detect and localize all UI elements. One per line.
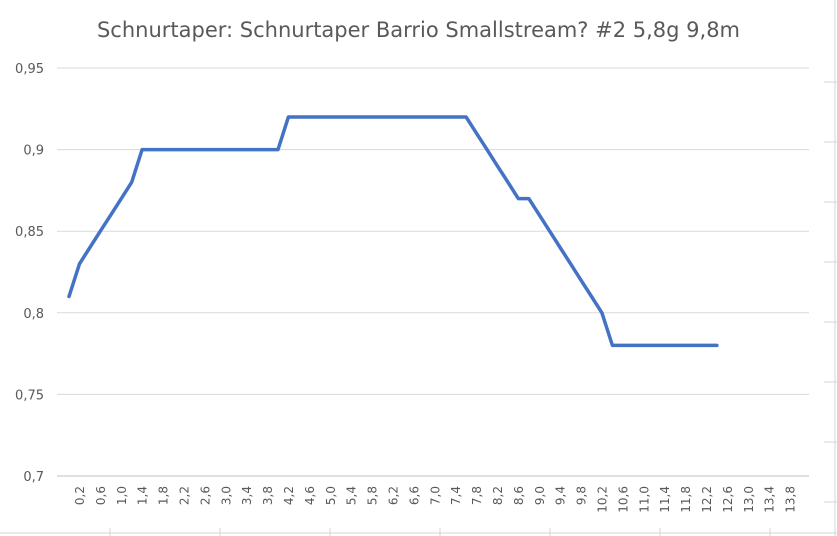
x-tick-label: 4,2 bbox=[282, 486, 296, 505]
x-tick-label: 2,6 bbox=[198, 486, 212, 505]
y-tick-label: 0,95 bbox=[15, 62, 44, 77]
series-line bbox=[67, 115, 719, 348]
x-tick-label: 0,6 bbox=[94, 486, 108, 505]
x-tick-label: 11,4 bbox=[658, 486, 672, 513]
x-tick-label: 5,4 bbox=[345, 486, 359, 505]
y-axis-ticks: 0,7 0,75 0,8 0,85 0,9 0,95 bbox=[15, 62, 44, 485]
x-tick-label: 7,8 bbox=[470, 486, 484, 505]
x-tick-label: 3,8 bbox=[261, 486, 275, 505]
x-tick-label: 6,6 bbox=[407, 486, 421, 505]
x-tick-label: 8,2 bbox=[491, 486, 505, 505]
x-tick-label: 1,8 bbox=[157, 486, 171, 505]
y-tick-label: 0,7 bbox=[23, 470, 44, 485]
x-tick-label: 12,2 bbox=[700, 486, 714, 513]
x-tick-label: 3,0 bbox=[219, 486, 233, 505]
x-tick-label: 11,0 bbox=[637, 486, 651, 513]
x-tick-label: 13,4 bbox=[763, 486, 777, 513]
gridlines bbox=[57, 67, 809, 477]
x-tick-label: 2,2 bbox=[178, 486, 192, 505]
y-tick-label: 0,85 bbox=[15, 225, 44, 240]
y-tick-label: 0,9 bbox=[23, 144, 44, 159]
x-tick-label: 7,4 bbox=[449, 486, 463, 505]
series-layer bbox=[67, 115, 719, 348]
chart-title: Schnurtaper: Schnurtaper Barrio Smallstr… bbox=[96, 18, 741, 42]
x-tick-label: 5,8 bbox=[366, 486, 380, 505]
x-tick-label: 13,0 bbox=[742, 486, 756, 513]
x-tick-label: 10,6 bbox=[616, 486, 630, 513]
x-tick-label: 4,6 bbox=[303, 486, 317, 505]
x-tick-label: 10,2 bbox=[596, 486, 610, 513]
x-tick-label: 13,8 bbox=[784, 486, 798, 513]
x-tick-label: 11,8 bbox=[679, 486, 693, 513]
x-tick-label: 3,4 bbox=[240, 486, 254, 505]
x-tick-label: 9,8 bbox=[575, 486, 589, 505]
x-tick-label: 9,4 bbox=[554, 486, 568, 505]
x-tick-label: 12,6 bbox=[721, 486, 735, 513]
x-tick-label: 6,2 bbox=[387, 486, 401, 505]
y-tick-label: 0,75 bbox=[15, 388, 44, 403]
x-tick-label: 7,0 bbox=[428, 486, 442, 505]
x-tick-label: 0,2 bbox=[73, 486, 87, 505]
x-tick-label: 5,0 bbox=[324, 486, 338, 505]
x-tick-label: 9,0 bbox=[533, 486, 547, 505]
x-axis-ticks: 0,2 0,6 1,0 1,4 1,8 2,2 2,6 3,0 3,4 3,8 4,2 4,6 5,0 5… bbox=[73, 486, 798, 513]
x-tick-label: 1,4 bbox=[136, 486, 150, 505]
x-tick-label: 1,0 bbox=[115, 486, 129, 505]
y-tick-label: 0,8 bbox=[23, 307, 44, 322]
x-tick-label: 8,6 bbox=[512, 486, 526, 505]
